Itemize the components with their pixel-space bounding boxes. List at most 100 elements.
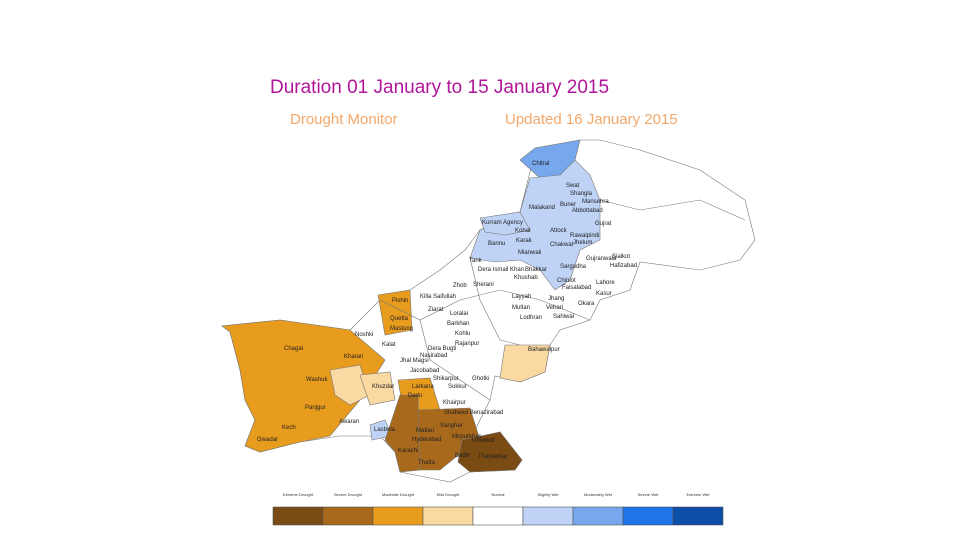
district-label: Bahawalpur bbox=[528, 347, 560, 353]
district-label: Layyah bbox=[512, 294, 531, 300]
district-label: Bhakkar bbox=[525, 267, 547, 273]
map bbox=[221, 139, 756, 483]
district-label: Jhang bbox=[548, 296, 564, 302]
district-label: Sukkur bbox=[448, 384, 467, 390]
region bbox=[377, 289, 413, 336]
district-label: Attock bbox=[550, 228, 568, 234]
district-label: Matiari bbox=[416, 428, 434, 434]
district-label: Pishin bbox=[392, 298, 408, 304]
boundary bbox=[469, 257, 521, 346]
district-label: Okara bbox=[578, 301, 595, 307]
district-label: Gujrat bbox=[595, 221, 612, 227]
district-label: Shikarpur bbox=[433, 376, 459, 382]
legend-swatch bbox=[422, 506, 474, 526]
district-label: Sahiwal bbox=[553, 314, 574, 320]
district-label: Jacobabad bbox=[410, 368, 439, 374]
legend-swatch bbox=[472, 506, 524, 526]
district-label: Mirpurkhas bbox=[452, 434, 482, 440]
legend-swatch bbox=[522, 506, 574, 526]
legend-label: Slightly Wet bbox=[537, 492, 559, 497]
region bbox=[359, 371, 396, 406]
district-label: Sargodha bbox=[560, 264, 587, 270]
district-label: Khairpur bbox=[443, 400, 466, 406]
boundary bbox=[599, 199, 746, 221]
legend-label: Moderate Drought bbox=[382, 492, 415, 497]
district-label: Lodhran bbox=[520, 315, 542, 321]
district-label: Rawalpindi bbox=[570, 233, 599, 239]
district-label: Shangla bbox=[570, 191, 593, 197]
boundary bbox=[419, 319, 491, 401]
district-label: Washuk bbox=[306, 377, 328, 383]
district-label: Tharparkar bbox=[478, 454, 507, 460]
district-label: Noshki bbox=[355, 332, 373, 338]
district-label: Umerkot bbox=[472, 438, 495, 444]
legend-swatch bbox=[572, 506, 624, 526]
legend-label: Extreme Wet bbox=[686, 492, 710, 497]
district-labels: Chitral Swat Shangla Mansehra Abbottabad Mala… bbox=[257, 161, 637, 466]
district-label: Lasbela bbox=[374, 427, 396, 433]
district-label: Mansehra bbox=[582, 199, 609, 205]
legend-label: Moderately Wet bbox=[584, 492, 613, 497]
district-label: Gujranwala bbox=[586, 256, 617, 262]
boundary bbox=[379, 289, 591, 321]
district-label: Gwadar bbox=[257, 437, 278, 443]
district-label: Kohlu bbox=[455, 331, 470, 337]
legend-swatch bbox=[672, 506, 724, 526]
district-label: Thatta bbox=[418, 460, 436, 466]
district-label: Larkana bbox=[412, 384, 434, 390]
legend-label: Severe Wet bbox=[638, 492, 660, 497]
district-label: Hafizabad bbox=[610, 263, 637, 269]
district-label: Lahore bbox=[596, 280, 615, 286]
legend-label: Normal bbox=[492, 492, 505, 497]
legend: Extreme Drought Severe Drought Moderate Dr… bbox=[272, 492, 724, 526]
district-label: Dera Ismail Khan bbox=[478, 267, 524, 273]
legend-label: Mild Drought bbox=[437, 492, 461, 497]
district-label: Chakwal bbox=[550, 242, 573, 248]
district-label: Khushab bbox=[514, 275, 538, 281]
district-label: Karak bbox=[516, 238, 533, 244]
district-label: Bannu bbox=[488, 241, 505, 247]
district-label: Badin bbox=[455, 453, 470, 459]
district-label: Khuzdar bbox=[372, 384, 394, 390]
legend-swatch bbox=[272, 506, 324, 526]
district-label: Malakand bbox=[529, 205, 555, 211]
district-label: Kharan bbox=[344, 354, 363, 360]
title: Duration 01 January to 15 January 2015 bbox=[270, 77, 609, 98]
region bbox=[384, 394, 421, 473]
district-label: Multan bbox=[512, 305, 530, 311]
district-label: Kohat bbox=[515, 228, 531, 234]
legend-label: Extreme Drought bbox=[283, 492, 314, 497]
subtitle-left: Drought Monitor bbox=[290, 111, 398, 128]
district-label: Mastung bbox=[390, 326, 413, 332]
district-label: Zhob bbox=[453, 283, 467, 289]
district-label: Ghotki bbox=[472, 376, 489, 382]
district-label: Swat bbox=[566, 183, 580, 189]
region bbox=[499, 344, 551, 383]
district-label: Sherani bbox=[473, 282, 494, 288]
district-label: Panjgur bbox=[305, 405, 326, 411]
district-label: Shaheed Benazirabad bbox=[444, 410, 503, 416]
district-label: Barkhan bbox=[447, 321, 469, 327]
district-label: Buner bbox=[560, 202, 576, 208]
legend-swatch bbox=[622, 506, 674, 526]
district-label: Awaran bbox=[339, 419, 359, 425]
district-label: Kasur bbox=[596, 291, 612, 297]
district-label: Karachi bbox=[398, 448, 418, 454]
subtitle-right: Updated 16 January 2015 bbox=[505, 111, 678, 128]
district-label: Tank bbox=[469, 258, 483, 264]
district-label: Abbottabad bbox=[572, 208, 603, 214]
district-label: Mianwali bbox=[518, 250, 541, 256]
district-label: Kalat bbox=[382, 342, 396, 348]
legend-swatch bbox=[372, 506, 424, 526]
district-label: Chiniot bbox=[557, 278, 576, 284]
district-label: Faisalabad bbox=[562, 285, 591, 291]
district-label: Kech bbox=[282, 425, 296, 431]
district-label: Jhal Magsi bbox=[400, 358, 429, 364]
district-label: Dera Bugti bbox=[428, 346, 456, 352]
district-label: Chagai bbox=[284, 346, 303, 352]
region bbox=[479, 211, 531, 236]
district-label: Ziarat bbox=[428, 307, 444, 313]
region bbox=[221, 319, 386, 453]
region bbox=[469, 159, 601, 291]
